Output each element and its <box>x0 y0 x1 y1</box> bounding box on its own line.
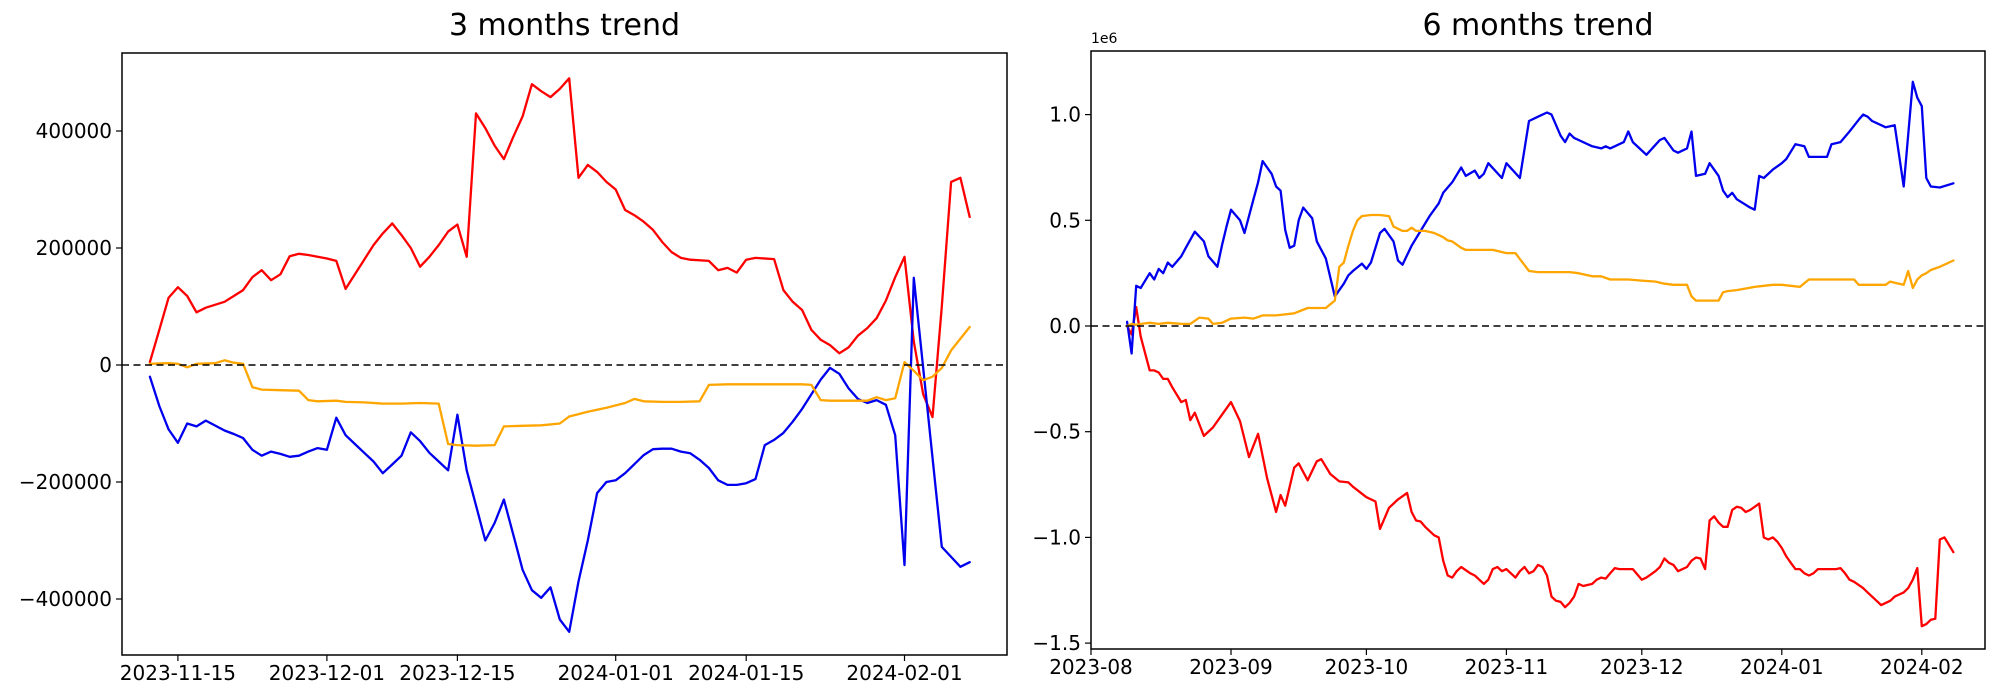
x-tick-label: 2024-01 <box>1740 655 1824 679</box>
x-tick-label: 2024-01-15 <box>688 661 804 685</box>
plot-border <box>1090 50 1986 650</box>
y-tick-label: 400000 <box>36 119 112 143</box>
x-tick-label: 2023-10 <box>1325 655 1409 679</box>
y-tick-label: −200000 <box>19 470 112 494</box>
y-tick-label: 0 <box>99 353 112 377</box>
series-lines <box>1125 80 1955 628</box>
line-blue-series <box>148 276 971 633</box>
y-tick-label: −1.5 <box>1032 631 1081 655</box>
line-orange-series <box>148 325 971 447</box>
y-tick-label: 200000 <box>36 236 112 260</box>
y-tick-label: −1.0 <box>1032 525 1081 549</box>
y-tick-label: 1.0 <box>1049 103 1081 127</box>
series-lines <box>148 77 971 633</box>
chart-title-3-months: 3 months trend <box>448 8 681 43</box>
y-tick-label: −400000 <box>19 587 112 611</box>
x-tick-label: 2023-08 <box>1049 655 1133 679</box>
x-tick-label: 2023-11 <box>1465 655 1549 679</box>
x-tick-label: 2023-11-15 <box>120 661 236 685</box>
y-axis-offset-label: 1e6 <box>1091 31 1118 47</box>
x-tick-label: 2024-01-01 <box>558 661 674 685</box>
plot-border <box>121 52 1008 656</box>
x-tick-label: 2023-12-01 <box>269 661 385 685</box>
y-tick-label: −0.5 <box>1032 420 1081 444</box>
y-tick-label: 0.0 <box>1049 314 1081 338</box>
x-tick-label: 2023-12 <box>1600 655 1684 679</box>
x-tick-label: 2024-02-01 <box>846 661 962 685</box>
plot-3-months-trend: 2023-11-15 2023-12-01 2023-12-15 2024-01-01… <box>19 52 1008 685</box>
x-tick-label: 2024-02 <box>1880 655 1964 679</box>
x-tick-label: 2023-09 <box>1189 655 1273 679</box>
plot-6-months-trend: 2023-08 2023-09 2023-10 2023-11 2023-12 2024-… <box>1032 50 1986 679</box>
line-orange-series <box>1125 213 1955 328</box>
y-tick-label: 0.5 <box>1049 208 1081 232</box>
line-red-series <box>1125 305 1955 628</box>
line-blue-series <box>1125 80 1955 355</box>
chart-title-6-months: 6 months trend <box>1422 8 1654 43</box>
x-tick-label: 2023-12-15 <box>399 661 515 685</box>
line-red-series <box>148 77 971 419</box>
